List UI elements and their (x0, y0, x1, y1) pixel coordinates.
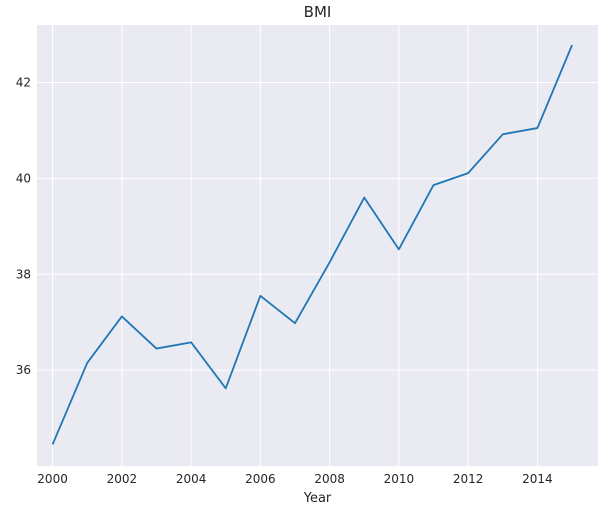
y-tick-label: 38 (16, 267, 31, 281)
series-line (51, 44, 573, 445)
x-tick-label: 2014 (522, 472, 553, 486)
x-tick-label: 2012 (453, 472, 484, 486)
chart-title: BMI (304, 3, 332, 21)
plot-area (37, 25, 598, 466)
x-tick-label: 2002 (107, 472, 138, 486)
x-tick-label: 2010 (384, 472, 415, 486)
series-group (51, 44, 573, 445)
x-tick-label: 2008 (314, 472, 345, 486)
y-axis-ticks: 36 38 40 42 (16, 76, 31, 378)
y-tick-label: 40 (16, 171, 31, 185)
x-tick-label: 2004 (176, 472, 207, 486)
x-axis-label: Year (303, 491, 332, 506)
x-tick-label: 2006 (245, 472, 276, 486)
grid-lines (37, 25, 598, 466)
x-tick-label: 2000 (37, 472, 68, 486)
y-tick-label: 36 (16, 363, 31, 377)
x-axis-ticks: 2000 2002 2004 2006 2008 2010 2012 2014 (37, 472, 552, 486)
y-tick-label: 42 (16, 76, 31, 90)
